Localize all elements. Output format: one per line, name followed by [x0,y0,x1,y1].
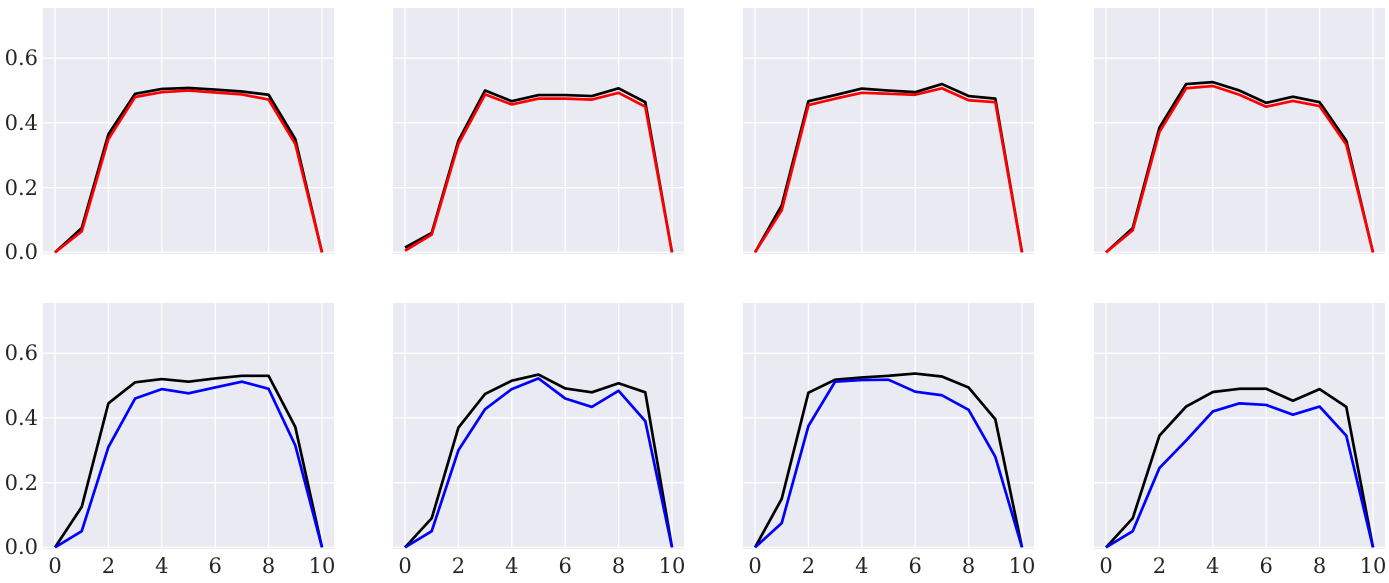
blue-line [404,377,674,549]
x-tick-label: 4 [155,554,169,578]
x-tick-label: 10 [1359,554,1387,578]
plot-area [393,303,684,549]
plot-background [743,303,1034,549]
x-tick-label: 0 [1099,554,1113,578]
x-tick-label: 10 [308,554,336,578]
plot-area [393,8,684,254]
plot-area [1094,8,1385,254]
x-tick-label: 8 [1312,554,1327,578]
black-line [1105,387,1375,549]
x-tick-label: 4 [855,554,869,578]
x-tick-label: 0 [48,554,62,578]
subplot-top-1 [43,8,334,254]
black-line [404,373,674,549]
x-tick-label: 2 [801,554,816,578]
y-tick-label: 0.6 [4,46,38,71]
subplot-top-3 [743,8,1034,254]
y-tick-label: 0.4 [4,405,38,430]
x-tick-label: 8 [611,554,626,578]
x-tick-label: 2 [451,554,466,578]
y-tick-label: 0.0 [4,535,38,560]
y-tick-label: 0.2 [4,470,38,495]
x-tick-label: 6 [1259,554,1273,578]
plot-area [743,8,1034,254]
y-tick-label: 0.6 [4,341,38,366]
subplot-bottom-4 [1094,303,1385,549]
subplot-top-4 [1094,8,1385,254]
blue-line [54,380,324,549]
plot-background [743,8,1034,254]
red-line [54,89,324,254]
red-line [753,86,1024,254]
x-tick-label: 8 [961,554,976,578]
subplot-bottom-2 [393,303,684,549]
plot-area [43,8,334,254]
plot-area [43,303,334,549]
black-line [53,374,324,549]
x-tick-label: 4 [1206,554,1220,578]
plot-background [43,8,334,254]
y-tick-label: 0.2 [4,175,38,200]
x-tick-label: 4 [505,554,519,578]
plot-area [743,303,1034,549]
x-tick-label: 8 [261,554,276,578]
x-tick-label: 10 [1008,554,1036,578]
plot-background [393,8,684,254]
plot-area [1094,303,1385,549]
subplot-top-2 [393,8,684,254]
subplot-bottom-1 [43,303,334,549]
plot-background [393,303,684,549]
x-tick-label: 6 [208,554,222,578]
x-tick-label: 0 [748,554,762,578]
x-tick-label: 6 [558,554,572,578]
y-tick-label: 0.4 [4,110,38,135]
y-tick-label: 0.0 [4,240,38,265]
blue-line [1105,401,1375,549]
black-line [753,372,1024,549]
x-tick-label: 2 [1152,554,1167,578]
red-line [404,91,674,253]
x-tick-label: 10 [658,554,686,578]
x-tick-label: 0 [398,554,412,578]
x-tick-label: 2 [101,554,116,578]
subplot-bottom-3 [743,303,1034,549]
red-line [1105,84,1375,254]
x-tick-label: 6 [908,554,922,578]
blue-line [754,378,1024,549]
plot-background [1094,303,1385,549]
